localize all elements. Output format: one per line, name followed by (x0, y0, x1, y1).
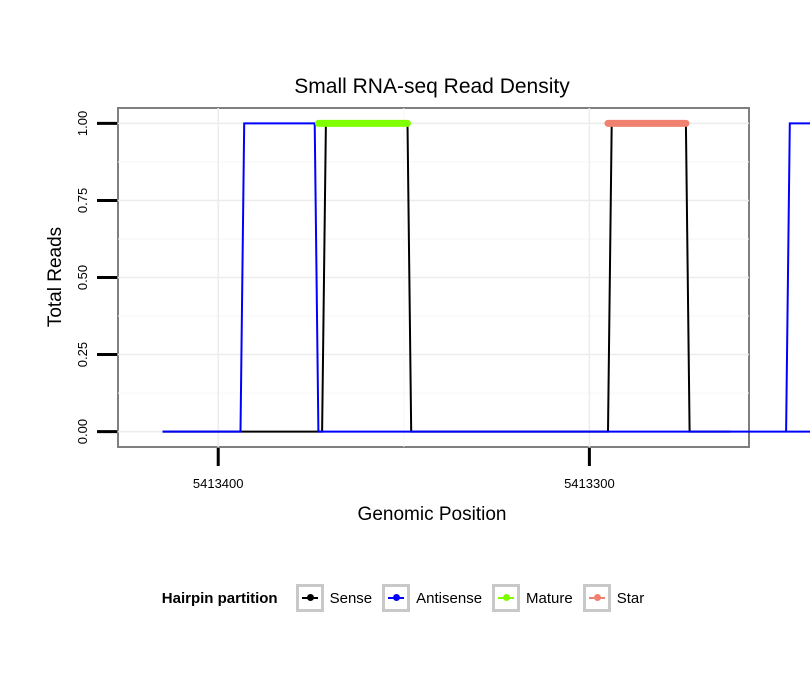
x-axis: 5413400 5413300 (193, 448, 615, 491)
series-antisense (162, 122, 810, 433)
legend-item-star: Star (582, 584, 645, 612)
legend-key-dot (503, 594, 511, 601)
legend-key-sense (295, 584, 324, 612)
y-tick-label: 0.75 (75, 188, 90, 213)
y-tick-label: 0.50 (75, 265, 90, 290)
chart-title: Small RNA-seq Read Density (294, 75, 570, 98)
x-axis-label: Genomic Position (358, 504, 507, 525)
legend-key-dot (593, 594, 601, 601)
legend-label-antisense: Antisense (416, 589, 483, 607)
legend-label-mature: Mature (526, 589, 573, 607)
series-layer (162, 119, 810, 433)
y-tick-label: 0.25 (75, 342, 90, 367)
legend-item-mature: Mature (492, 584, 573, 612)
legend: Hairpin partition Sense Antisense Mature… (0, 578, 810, 618)
legend-item-sense: Sense (295, 584, 373, 612)
grid (118, 108, 749, 447)
legend-label-sense: Sense (329, 589, 373, 607)
x-tick-label: 5413400 (193, 476, 244, 491)
legend-key-mature (492, 584, 521, 612)
legend-key-antisense (382, 584, 411, 612)
legend-key-star (582, 584, 611, 612)
y-axis: 0.00 0.25 0.50 0.75 1.00 (75, 111, 117, 444)
legend-key-dot (393, 594, 401, 601)
legend-key-dot (306, 594, 314, 601)
x-tick-label: 5413300 (564, 476, 615, 491)
y-tick-label: 0.00 (75, 419, 90, 444)
legend-title: Hairpin partition (161, 589, 278, 607)
legend-label-star: Star (616, 589, 645, 607)
y-axis-label: Total Reads (45, 227, 66, 327)
legend-item-antisense: Antisense (382, 584, 482, 612)
y-tick-label: 1.00 (75, 111, 90, 136)
